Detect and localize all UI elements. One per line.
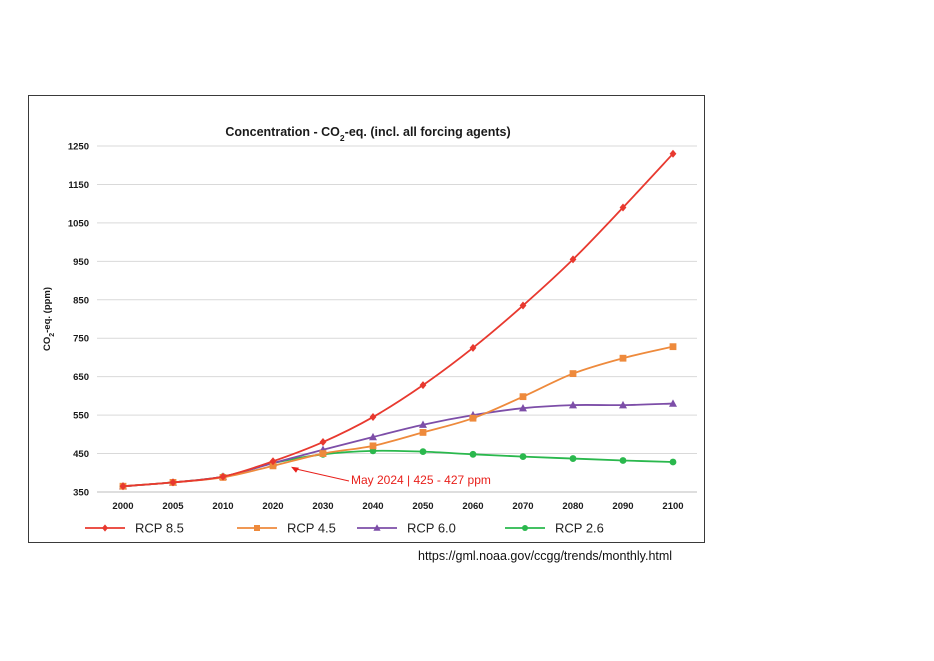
y-tick-label: 650	[73, 372, 89, 383]
data-point-rcp-8-5	[419, 381, 427, 390]
legend-item-rcp-2-6: RCP 2.6	[505, 521, 604, 536]
data-point-rcp-4-5	[469, 414, 477, 422]
legend-label: RCP 8.5	[135, 521, 184, 536]
y-tick-label: 1150	[68, 180, 89, 191]
data-point-rcp-2-6	[569, 455, 577, 462]
data-point-rcp-6-0	[519, 403, 527, 412]
y-tick-label: 350	[73, 488, 89, 499]
data-point-rcp-8-5	[119, 482, 127, 491]
x-tick-label: 2005	[162, 501, 184, 512]
series-layer	[119, 149, 677, 491]
legend-label: RCP 2.6	[555, 521, 604, 536]
grid-layer	[97, 145, 697, 493]
data-point-rcp-4-5	[419, 429, 427, 436]
data-point-rcp-6-0	[619, 400, 627, 409]
data-point-rcp-8-5	[619, 203, 627, 212]
x-tick-label: 2040	[362, 501, 383, 512]
x-tick-label: 2090	[612, 501, 633, 512]
chart-frame: 350 450 550 650 750 850 950 1050 1150 1250 2000 200…	[28, 95, 705, 543]
series-rcp-8-5	[119, 149, 677, 491]
legend-item-rcp-6-0: RCP 6.0	[357, 521, 456, 536]
x-tick-label: 2000	[112, 501, 133, 512]
data-point-rcp-4-5	[269, 462, 277, 470]
y-tick-label: 1250	[68, 142, 89, 153]
legend-marker	[254, 525, 260, 531]
series-rcp-4-5	[119, 343, 677, 490]
y-tick-label: 1050	[68, 218, 89, 229]
annotation-arrowhead	[291, 466, 299, 473]
annotation-text: May 2024 | 425 - 427 ppm	[351, 473, 491, 487]
x-tick-label: 2010	[212, 501, 233, 512]
data-point-rcp-6-0	[419, 420, 427, 428]
legend-layer: RCP 8.5 RCP 4.5 RCP 6.0 RCP 2.6	[85, 521, 604, 536]
data-point-rcp-8-5	[369, 413, 377, 422]
x-tick-label: 2050	[412, 501, 433, 512]
data-point-rcp-8-5	[469, 343, 477, 352]
data-point-rcp-2-6	[619, 457, 627, 464]
x-tick-label: 2080	[562, 501, 583, 512]
y-tick-label: 850	[73, 295, 89, 306]
y-tick-label: 550	[73, 411, 89, 422]
x-tick-label: 2030	[312, 501, 333, 512]
x-tick-label: 2070	[512, 501, 533, 512]
data-point-rcp-4-5	[619, 354, 627, 362]
y-axis-label: CO2-eq. (ppm)	[42, 287, 56, 351]
x-tick-label: 2020	[262, 501, 283, 512]
chart-svg: 350 450 550 650 750 850 950 1050 1150 1250 2000 200…	[42, 125, 697, 536]
legend-marker	[522, 525, 528, 531]
chart-title: Concentration - CO2-eq. (incl. all forci…	[225, 125, 510, 143]
data-point-rcp-8-5	[569, 255, 577, 264]
x-tick-label: 2060	[462, 501, 483, 512]
legend-marker	[102, 524, 108, 532]
data-point-rcp-2-6	[519, 453, 527, 461]
data-point-rcp-4-5	[519, 393, 527, 401]
data-point-rcp-4-5	[569, 370, 577, 377]
x-tick-label: 2100	[662, 501, 683, 512]
data-point-rcp-8-5	[519, 301, 527, 310]
source-url: https://gml.noaa.gov/ccgg/trends/monthly…	[418, 549, 673, 563]
series-line-rcp-4-5	[122, 345, 674, 488]
data-point-rcp-6-0	[369, 432, 377, 441]
legend-label: RCP 4.5	[287, 521, 336, 536]
data-point-rcp-4-5	[319, 450, 327, 457]
data-point-rcp-2-6	[469, 450, 477, 458]
series-line-rcp-8-5	[122, 153, 674, 488]
data-point-rcp-4-5	[369, 442, 377, 450]
data-point-rcp-2-6	[669, 458, 677, 466]
y-tick-label: 950	[73, 257, 89, 268]
annotation-arrow	[294, 468, 350, 482]
data-point-rcp-2-6	[419, 448, 427, 456]
y-tick-label: 450	[73, 449, 89, 460]
text-layer: 350 450 550 650 750 850 950 1050 1150 1250 2000 200…	[42, 125, 684, 512]
data-point-rcp-8-5	[319, 438, 327, 447]
data-point-rcp-4-5	[669, 343, 677, 351]
legend-item-rcp-4-5: RCP 4.5	[237, 521, 336, 536]
data-point-rcp-8-5	[169, 478, 177, 487]
y-tick-label: 750	[73, 334, 89, 345]
data-point-rcp-6-0	[569, 400, 577, 409]
data-point-rcp-6-0	[669, 399, 677, 407]
legend-label: RCP 6.0	[407, 521, 456, 536]
legend-marker	[373, 524, 381, 531]
data-point-rcp-8-5	[669, 149, 677, 158]
data-point-rcp-8-5	[219, 472, 227, 481]
legend-item-rcp-8-5: RCP 8.5	[85, 521, 184, 536]
